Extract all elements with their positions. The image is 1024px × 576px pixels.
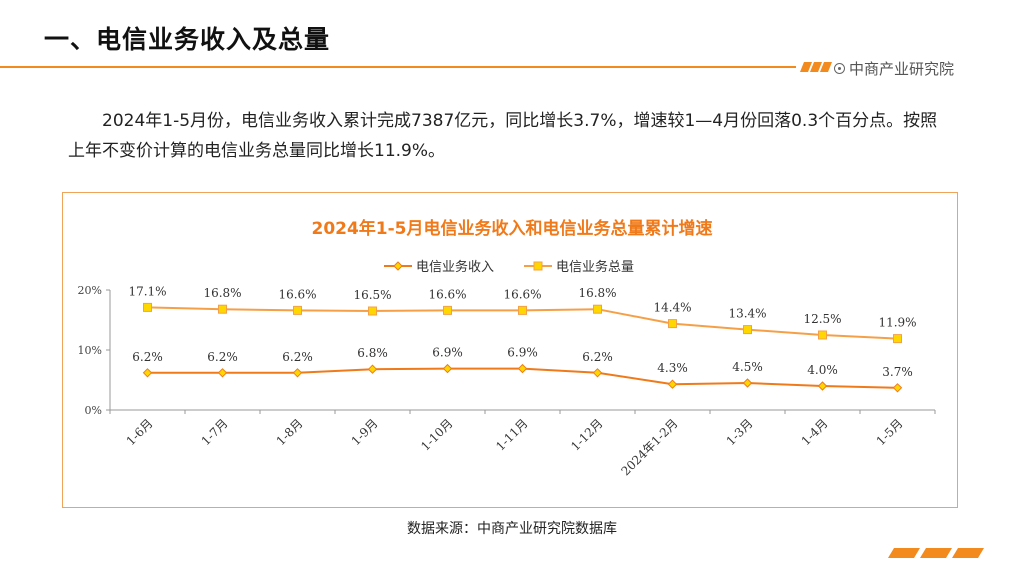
- chart-frame: [62, 192, 958, 508]
- page-title: 一、电信业务收入及总量: [44, 25, 331, 54]
- chart-title: 2024年1-5月电信业务收入和电信业务总量累计增速: [311, 219, 713, 239]
- header-stripes: [800, 62, 832, 72]
- brand-logo: 中商产业研究院: [834, 58, 954, 79]
- target-icon: [834, 63, 845, 74]
- brand-name: 中商产业研究院: [849, 60, 955, 78]
- summary-paragraph: 2024年1-5月份，电信业务收入累计完成7387亿元，同比增长3.7%，增速较…: [68, 111, 938, 161]
- data-source: 数据来源：中商产业研究院数据库: [407, 521, 617, 537]
- title-underline: [0, 66, 796, 68]
- footer-stripes: [888, 548, 984, 558]
